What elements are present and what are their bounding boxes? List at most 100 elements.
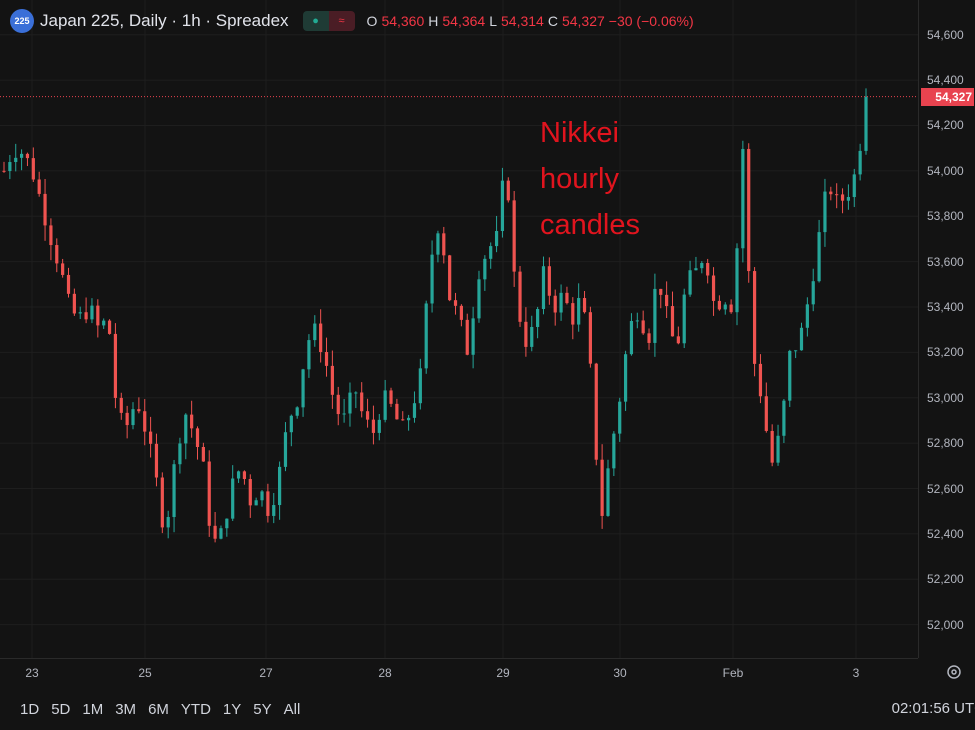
candle-body [55,245,59,264]
candle-body [776,435,780,463]
candle-body [143,411,147,432]
candle-body [629,320,634,355]
candle-body [823,191,827,233]
price-tick-label: 54,200 [927,118,964,133]
candle-body [612,433,616,469]
candle-body [313,323,317,341]
candle-body [618,401,622,434]
candle-body [565,292,569,304]
candle-body [506,180,510,201]
candle-body [395,403,399,420]
settings-icon[interactable] [946,664,962,680]
candle-body [840,194,845,201]
range-button-1y[interactable]: 1Y [222,701,242,718]
range-button-3m[interactable]: 3M [115,701,137,718]
candle-body [512,200,516,272]
candle-body [799,327,804,351]
price-tick-label: 53,800 [927,209,964,224]
candle-body [424,303,428,369]
candle-body [541,266,546,310]
candle-body [219,528,223,539]
time-tick-label: 25 [138,666,152,680]
dot-icon: ● [302,11,329,31]
time-tick-label: 3 [852,666,860,680]
time-tick-label: Feb [722,666,744,680]
candle-body [412,403,417,418]
candle-body [107,320,112,334]
range-button-5d[interactable]: 5D [51,701,71,718]
candle-body [635,320,639,322]
range-button-1m[interactable]: 1M [82,701,104,718]
candle-body [752,271,757,364]
price-axis[interactable]: 54,600 54,400 54,200 54,000 53,800 53,600 53,4… [918,0,975,658]
candle-body [37,179,41,194]
candle-body [61,263,65,275]
candle-body [547,266,551,296]
candle-body [248,479,252,506]
candle-body [518,271,522,322]
candle-body [430,254,434,304]
price-tick-label: 52,600 [927,481,964,496]
candle-body [735,248,739,313]
open-label: O [366,13,378,29]
candle-body [289,415,293,433]
high-value: 54,364 [442,13,486,29]
candle-body [442,233,446,256]
symbol-title[interactable]: Japan 225, Daily · 1h · Spreadex [40,11,289,30]
range-button-6m[interactable]: 6M [148,701,169,718]
candle-body [489,246,493,259]
range-button-ytd[interactable]: YTD [180,701,211,718]
candle-body [571,303,575,325]
candle-body [190,414,194,429]
range-button-1d[interactable]: 1D [20,701,40,718]
annotation-line: Nikkei [540,117,619,149]
range-button-5y[interactable]: 5Y [253,701,272,718]
candle-body [846,197,851,201]
low-label: L [489,13,498,29]
candle-body [319,323,323,353]
chart-area[interactable] [0,0,918,658]
price-tick-label: 53,000 [927,390,964,405]
candle-body [500,180,505,232]
candle-body [659,288,663,295]
candle-body [242,471,247,480]
candle-body [231,478,235,519]
time-axis[interactable]: 23 25 27 28 29 30 Feb 3 [0,658,918,689]
range-button-all[interactable]: All [283,701,301,718]
candle-body [811,281,815,305]
candle-body [436,233,440,255]
candle-body [711,275,716,301]
candle-body [829,191,833,195]
candle-body [524,321,528,347]
time-tick-label: 27 [259,666,273,680]
time-tick-label: 30 [613,666,627,680]
candle-body [723,304,727,310]
candle-body [371,419,376,433]
candle-body [471,318,475,355]
status-pill[interactable]: ● ≈ [302,11,355,31]
candle-body [623,354,628,402]
candle-body [148,431,153,444]
price-tick-label: 52,200 [927,572,964,587]
candle-body [706,263,710,276]
candlestick-chart[interactable] [0,0,918,658]
candle-body [418,368,422,404]
candle-body [283,432,288,467]
high-label: H [428,13,439,29]
candle-body [794,350,798,352]
candle-body [782,400,786,436]
candle-body [747,148,751,272]
price-tick-label: 54,400 [927,73,964,88]
candle-body [225,518,229,529]
utc-clock[interactable]: 02:01:56 UTC [891,700,975,717]
candle-body [641,320,645,334]
candle-body [8,162,12,172]
candle-body [459,305,463,320]
candle-body [2,170,6,172]
candle-body [717,300,722,310]
candle-body [19,153,24,158]
symbol-logo[interactable]: 225 [10,9,34,33]
price-tick-label: 53,400 [927,299,964,314]
candle-body [43,193,47,226]
candle-body [577,298,581,325]
